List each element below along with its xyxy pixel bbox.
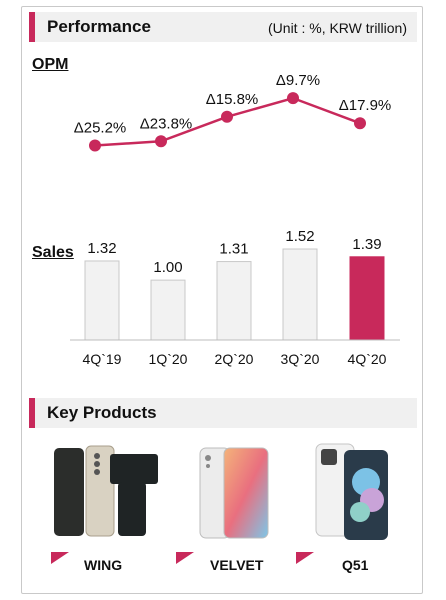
x-tick-label: 4Q`20 — [348, 351, 387, 367]
opm-data-label: Δ17.9% — [339, 97, 392, 114]
x-tick-label: 3Q`20 — [281, 351, 320, 367]
sales-data-label: 1.32 — [87, 240, 116, 257]
q51-name: Q51 — [342, 557, 369, 573]
phone-wing-icon — [54, 445, 158, 537]
x-tick-label: 4Q`19 — [83, 351, 122, 367]
performance-chart: Δ25.2% Δ23.8% Δ15.8% Δ9.7% Δ17.9% 1.32 4Q`19 1.… — [70, 72, 400, 367]
velvet-image — [196, 444, 276, 540]
sales-data-label: 1.39 — [352, 236, 381, 253]
phone-q51-icon — [315, 443, 388, 540]
q51-accent-icon — [296, 552, 314, 564]
opm-data-label: Δ15.8% — [206, 91, 259, 108]
opm-data-label: Δ23.8% — [140, 115, 193, 132]
opm-point — [287, 92, 299, 105]
sales-bar — [84, 260, 120, 341]
q51-image — [314, 442, 390, 540]
unit-label: (Unit : %, KRW trillion) — [268, 20, 407, 36]
opm-label: OPM — [32, 56, 69, 73]
key-products-title: Key Products — [47, 403, 157, 422]
header-accent-bar — [29, 398, 35, 428]
opm-point — [89, 139, 101, 152]
sales-data-label: 1.00 — [153, 259, 182, 276]
opm-point — [221, 110, 233, 123]
sales-data-label: 1.31 — [219, 241, 248, 258]
sales-data-label: 1.52 — [285, 228, 314, 245]
wing-accent-icon — [51, 552, 69, 564]
sales-bar — [150, 279, 186, 341]
opm-data-label: Δ25.2% — [74, 120, 127, 137]
performance-title: Performance — [47, 17, 151, 36]
key-products-header: Key Products — [29, 398, 417, 428]
wing-name: WING — [84, 557, 123, 573]
opm-point — [354, 117, 366, 130]
velvet-accent-icon — [176, 552, 194, 564]
performance-header: Performance (Unit : %, KRW trillion) — [29, 12, 417, 42]
sales-bar — [282, 248, 318, 341]
opm-point — [155, 135, 167, 148]
performance-panel — [21, 6, 423, 594]
sales-bar — [349, 256, 385, 341]
header-accent-bar — [29, 12, 35, 42]
x-tick-label: 2Q`20 — [215, 351, 254, 367]
wing-image — [50, 444, 160, 540]
opm-data-label: Δ9.7% — [276, 72, 320, 89]
x-tick-label: 1Q`20 — [149, 351, 188, 367]
velvet-name: VELVET — [210, 557, 264, 573]
sales-bar — [216, 261, 252, 341]
phone-velvet-icon — [199, 447, 269, 539]
sales-label: Sales — [32, 244, 74, 261]
